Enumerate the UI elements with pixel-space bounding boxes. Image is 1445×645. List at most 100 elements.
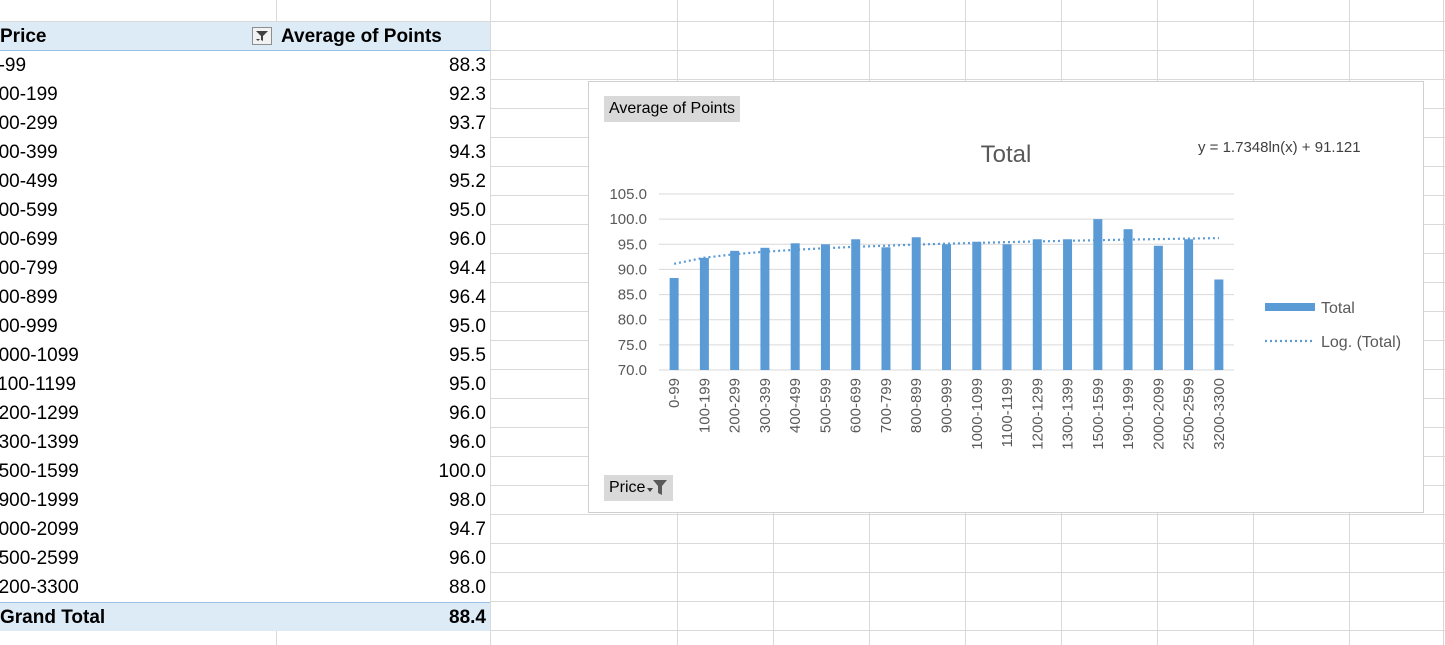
pivot-row-label-cell: 2000-2099: [0, 515, 260, 544]
grand-total-row[interactable]: Grand Total 88.4: [0, 602, 490, 631]
x-tick-label: 200-299: [727, 378, 744, 433]
y-tick-label: 105.0: [609, 186, 647, 203]
x-tick-label: 1100-1199: [999, 378, 1016, 448]
pivot-row-value: 95.0: [449, 374, 486, 395]
pivot-row[interactable]: 3200-3300 88.0: [0, 573, 490, 602]
pivot-row[interactable]: 300-399 94.3: [0, 138, 490, 167]
bar: [881, 247, 891, 370]
pivot-row-label-cell: 1300-1399: [0, 428, 260, 457]
bar: [911, 237, 921, 370]
pivot-row-label: 900-999: [0, 316, 58, 337]
pivot-row-label-cell: 100-199: [0, 80, 260, 109]
pivot-row-label-cell: 700-799: [0, 254, 260, 283]
x-tick-label: 0-99: [666, 378, 683, 408]
y-tick-label: 95.0: [618, 236, 647, 253]
pivot-row-label-cell: 300-399: [0, 138, 260, 167]
pivot-row[interactable]: 400-499 95.2: [0, 167, 490, 196]
x-tick-label: 3200-3300: [1211, 378, 1228, 450]
pivot-row[interactable]: 600-699 96.0: [0, 225, 490, 254]
pivot-row[interactable]: 700-799 94.4: [0, 254, 490, 283]
trendline-equation: y = 1.7348ln(x) + 91.121: [1198, 139, 1361, 156]
pivot-row-value: 96.0: [449, 432, 486, 453]
pivot-row-value: 92.3: [449, 84, 486, 105]
y-tick-label: 85.0: [618, 287, 647, 304]
legend-label-trendline: Log. (Total): [1321, 334, 1401, 351]
pivot-row-label: 500-599: [0, 200, 58, 221]
value-field-header[interactable]: Average of Points: [281, 26, 442, 47]
value-field-button[interactable]: Average of Points: [604, 96, 741, 122]
pivot-row[interactable]: 1200-1299 96.0: [0, 399, 490, 428]
pivot-row-label: 300-399: [0, 142, 58, 163]
pivot-row-label: 700-799: [0, 258, 58, 279]
trendline: [673, 237, 1219, 265]
pivot-row-label-cell: 1100-1199: [0, 370, 260, 399]
y-tick-label: 100.0: [609, 211, 647, 228]
pivot-row[interactable]: 900-999 95.0: [0, 312, 490, 341]
pivot-row[interactable]: 1100-1199 95.0: [0, 370, 490, 399]
y-tick-label: 90.0: [618, 261, 647, 278]
pivot-row[interactable]: 2500-2599 96.0: [0, 544, 490, 573]
pivot-row-value: 95.0: [449, 200, 486, 221]
pivot-row-label-cell: 0-99: [0, 51, 260, 80]
pivot-row-label-cell: 200-299: [0, 109, 260, 138]
pivot-row-label: 2500-2599: [0, 548, 79, 569]
pivot-table: Price Average of Points 0-99 88.3 100-199 9…: [0, 22, 490, 631]
pivot-row-value: 96.4: [449, 287, 486, 308]
x-tick-label: 1300-1399: [1060, 378, 1077, 450]
pivot-row[interactable]: 500-599 95.0: [0, 196, 490, 225]
pivot-row-label: 3200-3300: [0, 577, 79, 598]
pivot-row[interactable]: 1500-1599 100.0: [0, 457, 490, 486]
pivot-row-value: 100.0: [438, 461, 486, 482]
pivot-row[interactable]: 1000-1099 95.5: [0, 341, 490, 370]
axis-field-label: Price: [609, 479, 646, 496]
bar: [1063, 239, 1073, 370]
pivot-row-value: 95.0: [449, 316, 486, 337]
row-filter-button[interactable]: [252, 27, 272, 45]
chart-title: Total: [981, 141, 1032, 168]
pivot-row-value: 88.3: [449, 55, 486, 76]
pivot-row-label: 1200-1299: [0, 403, 79, 424]
pivot-row[interactable]: 200-299 93.7: [0, 109, 490, 138]
row-field-header[interactable]: Price: [0, 26, 47, 47]
x-tick-label: 600-699: [848, 378, 865, 433]
legend-swatch-total: [1265, 303, 1315, 311]
bar: [972, 241, 982, 370]
filter-icon: [256, 31, 268, 41]
x-tick-label: 100-199: [696, 378, 713, 433]
x-tick-label: 900-999: [939, 378, 956, 433]
pivot-row-label: 1900-1999: [0, 490, 79, 511]
pivot-row[interactable]: 100-199 92.3: [0, 80, 490, 109]
bar: [1184, 239, 1194, 370]
pivot-row-label-cell: 1500-1599: [0, 457, 260, 486]
x-tick-label: 300-399: [757, 378, 774, 433]
x-tick-label: 1000-1099: [969, 378, 986, 450]
pivot-row-label: 200-299: [0, 113, 58, 134]
bar: [760, 247, 770, 370]
grand-total-label: Grand Total: [0, 607, 106, 628]
pivot-row[interactable]: 0-99 88.3: [0, 51, 490, 80]
pivot-row-label: 400-499: [0, 171, 58, 192]
axis-field-button[interactable]: Price: [604, 475, 674, 501]
pivot-row-value: 98.0: [449, 490, 486, 511]
x-tick-label: 1200-1299: [1029, 378, 1046, 450]
filter-icon: [647, 480, 668, 495]
pivot-row-label-cell: 3200-3300: [0, 573, 260, 602]
pivot-chart[interactable]: 70.0 75.0 80.0 85.0 90.0 95.0 100.0 105.0 0-99 10…: [588, 81, 1424, 513]
x-tick-label: 1900-1999: [1120, 378, 1137, 450]
pivot-row-label-cell: 1000-1099: [0, 341, 260, 370]
pivot-row-value: 94.4: [449, 258, 486, 279]
pivot-row[interactable]: 1300-1399 96.0: [0, 428, 490, 457]
bar: [730, 250, 740, 370]
bar: [699, 257, 709, 370]
pivot-row-label: 2000-2099: [0, 519, 79, 540]
x-tick-label: 2500-2599: [1181, 378, 1198, 450]
pivot-row-label: 1000-1099: [0, 345, 79, 366]
bar: [1002, 244, 1012, 370]
pivot-row[interactable]: 2000-2099 94.7: [0, 515, 490, 544]
pivot-row-label-cell: 1200-1299: [0, 399, 260, 428]
pivot-row-label-cell: 1900-1999: [0, 486, 260, 515]
pivot-row[interactable]: 800-899 96.4: [0, 283, 490, 312]
pivot-header-row: Price Average of Points: [0, 22, 490, 51]
column-divider: [1443, 0, 1444, 645]
pivot-row[interactable]: 1900-1999 98.0: [0, 486, 490, 515]
